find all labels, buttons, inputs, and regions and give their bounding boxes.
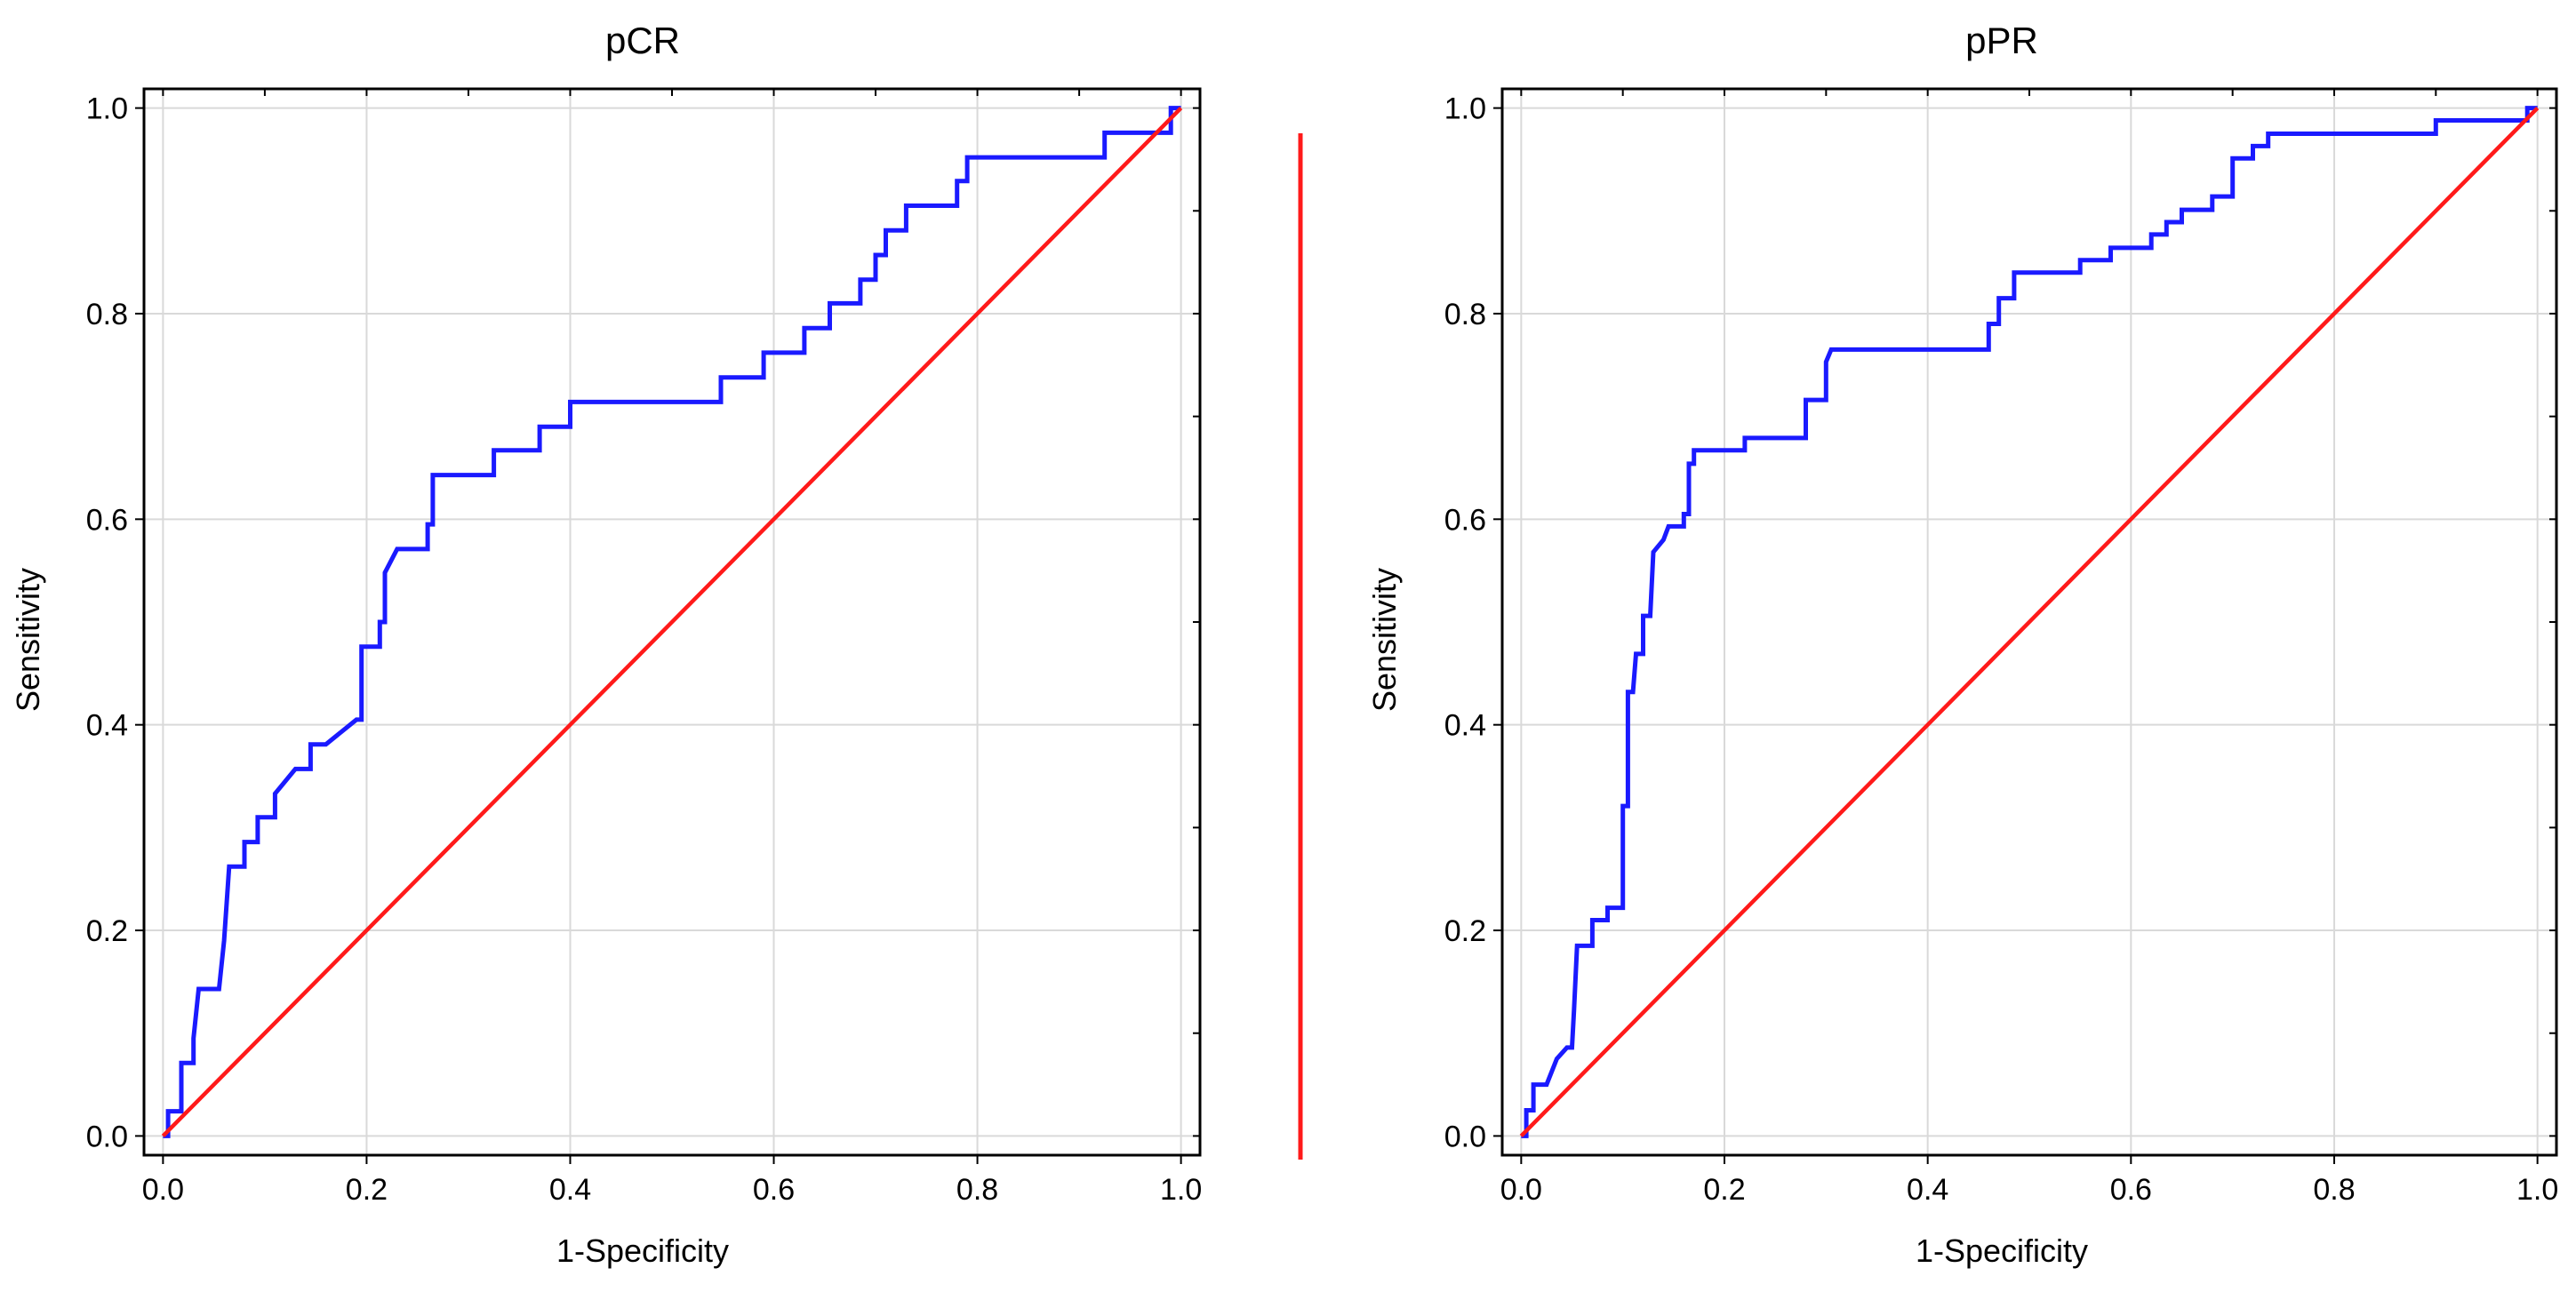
y-tick-label-ppr: 0.4 [1444, 709, 1486, 743]
y-tick-label-pcr: 0.6 [86, 503, 128, 537]
x-tick-label-ppr: 0.2 [1703, 1173, 1745, 1207]
panel-title-ppr: pPR [1965, 20, 2038, 61]
y-tick-label-pcr: 0.4 [86, 709, 128, 743]
x-tick-label-pcr: 0.2 [346, 1173, 388, 1207]
y-tick-label-pcr: 0.0 [86, 1120, 128, 1153]
x-tick-label-pcr: 1.0 [1160, 1173, 1202, 1207]
roc-panel-pcr: pCR 1-Specificity Sensitivity 0.0 0.2 0.4 0… [10, 20, 1202, 1269]
x-tick-label-ppr: 0.8 [2313, 1173, 2355, 1207]
x-tick-label-ppr: 0.4 [1907, 1173, 1948, 1207]
x-axis-label-pcr: 1-Specificity [556, 1232, 729, 1269]
y-tick-label-ppr: 0.8 [1444, 298, 1486, 331]
reference-diagonal-ppr [1519, 107, 2540, 1137]
y-tick-label-pcr: 0.2 [86, 914, 128, 948]
x-tick-label-ppr: 0.0 [1500, 1173, 1542, 1207]
x-tick-label-pcr: 0.8 [956, 1173, 998, 1207]
roc-curve-pcr [163, 106, 1181, 1138]
x-tick-label-ppr: 1.0 [2516, 1173, 2558, 1207]
x-tick-label-pcr: 0.0 [142, 1173, 184, 1207]
plot-frame-ppr [1500, 87, 2558, 1157]
y-tick-label-ppr: 0.2 [1444, 914, 1486, 948]
y-tick-label-ppr: 1.0 [1444, 92, 1486, 126]
plot-frame-pcr [142, 87, 1202, 1157]
y-tick-label-ppr: 0.0 [1444, 1120, 1486, 1153]
x-axis-label-ppr: 1-Specificity [1916, 1232, 2088, 1269]
y-tick-label-pcr: 0.8 [86, 298, 128, 331]
roc-panel-ppr: pPR 1-Specificity Sensitivity 0.0 0.2 0.4 0… [1366, 20, 2558, 1269]
reference-diagonal-pcr [161, 107, 1183, 1137]
panel-title-pcr: pCR [605, 20, 680, 61]
y-axis-label-ppr: Sensitivity [1366, 568, 1403, 712]
roc-curve-ppr [1521, 106, 2538, 1138]
y-tick-label-pcr: 1.0 [86, 92, 128, 126]
y-axis-label-pcr: Sensitivity [10, 568, 46, 712]
x-tick-label-pcr: 0.4 [549, 1173, 591, 1207]
x-tick-label-pcr: 0.6 [753, 1173, 795, 1207]
y-tick-label-ppr: 0.6 [1444, 503, 1486, 537]
x-tick-label-ppr: 0.6 [2110, 1173, 2152, 1207]
